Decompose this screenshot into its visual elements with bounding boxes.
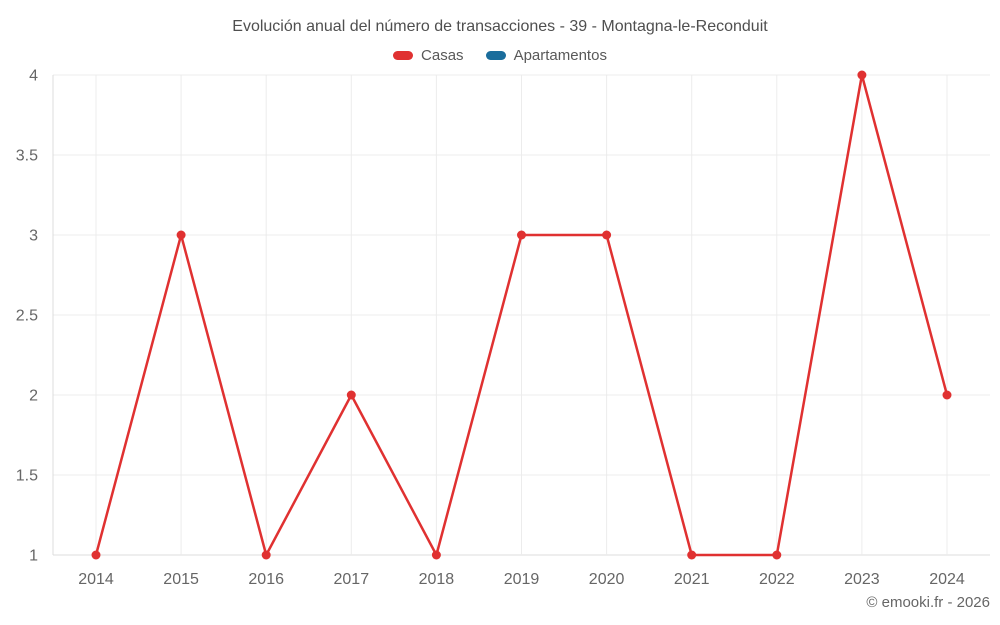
- x-tick-label: 2017: [334, 571, 370, 588]
- casas-legend-swatch: [393, 51, 414, 60]
- x-tick-label: 2019: [504, 571, 540, 588]
- copyright: © emooki.fr - 2026: [866, 594, 990, 611]
- data-point-casas: [91, 550, 101, 560]
- legend-item-apartamentos[interactable]: Apartamentos: [485, 47, 607, 64]
- y-tick-label: 1: [29, 548, 38, 565]
- data-point-casas: [517, 230, 526, 240]
- x-tick-label: 2022: [759, 571, 795, 588]
- y-tick-label: 3: [29, 228, 38, 245]
- data-point-casas: [772, 550, 782, 560]
- casas-legend-label: Casas: [421, 47, 464, 64]
- legend: Casas Apartamentos: [0, 47, 1000, 64]
- x-tick-label: 2018: [419, 571, 455, 588]
- data-point-casas: [431, 550, 441, 560]
- x-tick-label: 2024: [929, 571, 965, 588]
- y-tick-label: 4: [29, 68, 38, 85]
- chart-title: Evolución anual del número de transaccio…: [232, 18, 768, 35]
- apartamentos-legend-swatch: [485, 51, 506, 60]
- x-tick-label: 2020: [589, 571, 625, 588]
- y-tick-label: 2: [29, 388, 38, 405]
- data-point-casas: [176, 230, 186, 240]
- y-tick-label: 2.5: [16, 308, 38, 325]
- x-tick-label: 2015: [163, 571, 199, 588]
- apartamentos-legend-label: Apartamentos: [513, 47, 607, 64]
- legend-item-casas[interactable]: Casas: [393, 47, 464, 64]
- y-tick-label: 1.5: [16, 468, 38, 485]
- data-point-casas: [261, 550, 271, 560]
- y-tick-label: 3.5: [16, 148, 38, 165]
- data-point-casas: [857, 70, 867, 80]
- x-tick-label: 2021: [674, 571, 710, 588]
- data-point-casas: [602, 230, 612, 240]
- x-tick-label: 2016: [248, 571, 284, 588]
- data-point-casas: [687, 550, 697, 560]
- data-point-casas: [346, 390, 356, 400]
- data-point-casas: [942, 390, 952, 400]
- x-tick-label: 2014: [78, 571, 114, 588]
- x-tick-label: 2023: [844, 571, 880, 588]
